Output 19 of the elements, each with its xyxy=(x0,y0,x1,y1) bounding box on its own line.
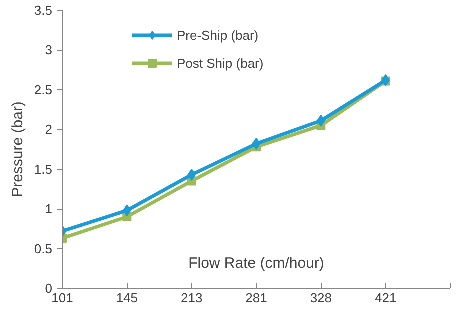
y-tick-label: 1 xyxy=(45,202,53,217)
x-tick-label: 145 xyxy=(116,290,138,306)
point xyxy=(252,138,261,150)
x-tick-label: 101 xyxy=(52,290,74,306)
y-tick-label: 0 xyxy=(45,281,53,296)
y-tick-label: 0.5 xyxy=(34,241,53,256)
y-tick-label: 3 xyxy=(45,42,53,58)
x-tick-label: 213 xyxy=(180,290,203,306)
x-tick-label: 421 xyxy=(374,290,397,306)
y-tick-label: 2.5 xyxy=(34,82,53,98)
y-tick-label: 1.5 xyxy=(34,162,53,177)
y-tick-label: 3.5 xyxy=(34,3,53,18)
x-tick-label: 281 xyxy=(246,290,268,306)
x-tick-label: 328 xyxy=(310,290,332,306)
legend-label: Pre-Ship (bar) xyxy=(177,28,259,42)
legend-label: Post Ship (bar) xyxy=(177,56,264,70)
y-tick-label: 2 xyxy=(45,122,53,138)
y-axis-title: Pressure (bar) xyxy=(9,102,26,198)
x-axis-title: Flow Rate (cm/hour) xyxy=(188,254,324,272)
